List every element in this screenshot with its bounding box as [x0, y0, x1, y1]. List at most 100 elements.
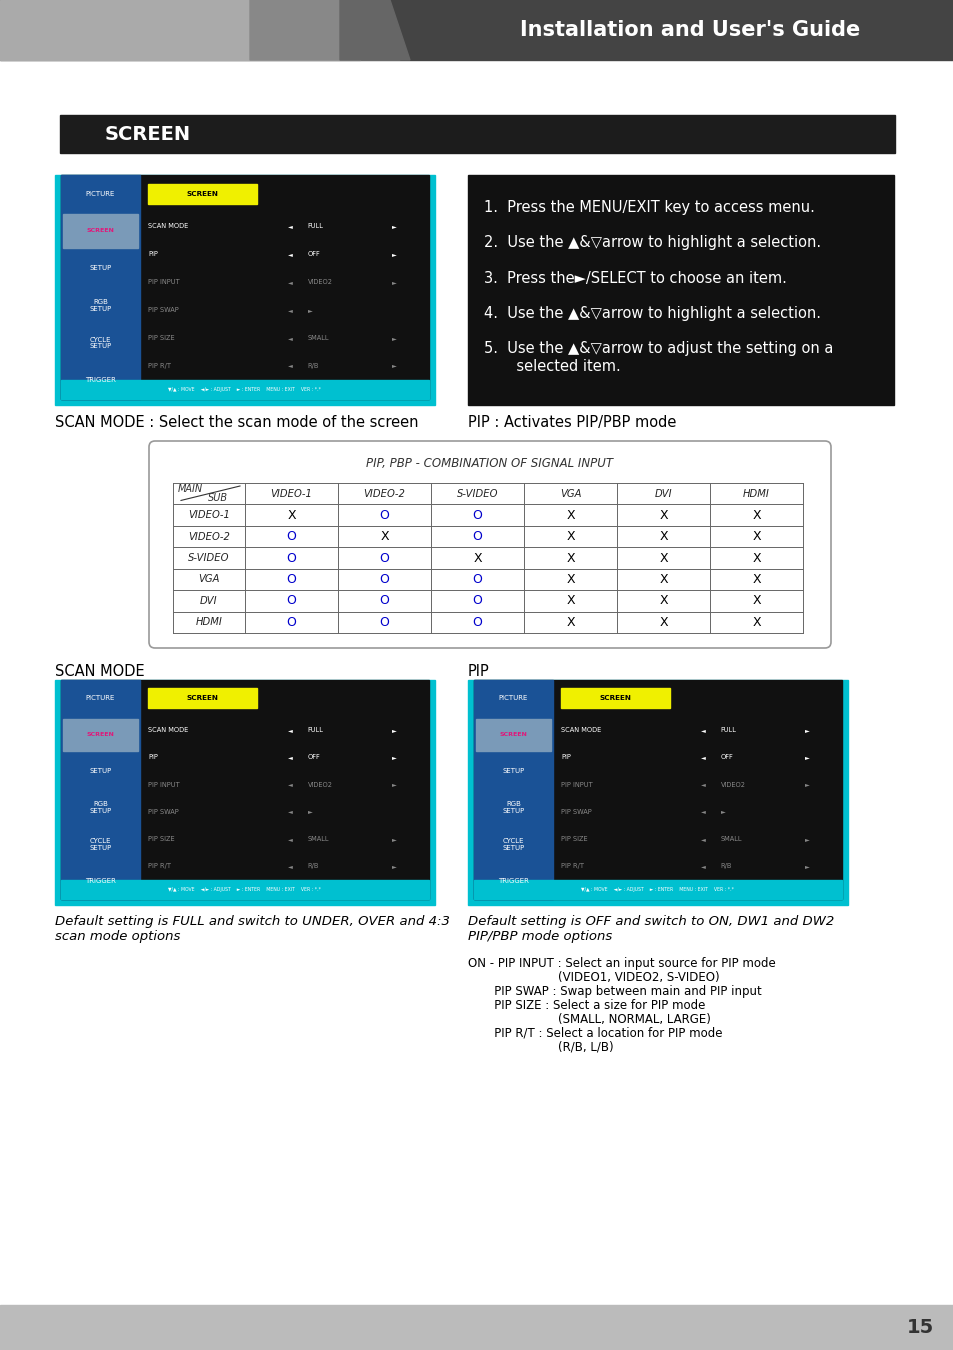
Text: X: X — [565, 531, 575, 543]
Text: ►: ► — [392, 336, 396, 340]
Bar — [0, 0, 953, 59]
Text: PIP INPUT: PIP INPUT — [560, 782, 592, 787]
Text: O: O — [472, 531, 482, 543]
Text: VIDEO2: VIDEO2 — [720, 782, 745, 787]
Text: DVI: DVI — [654, 489, 672, 498]
Text: VIDEO2: VIDEO2 — [307, 279, 333, 285]
Text: ◄: ◄ — [288, 363, 293, 369]
Text: X: X — [565, 552, 575, 564]
Text: SMALL: SMALL — [307, 335, 329, 342]
Text: ▼/▲ : MOVE    ◄/► : ADJUST    ► : ENTER    MENU : EXIT    VER : *.*: ▼/▲ : MOVE ◄/► : ADJUST ► : ENTER MENU :… — [169, 887, 321, 892]
Text: O: O — [286, 531, 296, 543]
Text: ►: ► — [307, 308, 312, 313]
Text: S-VIDEO: S-VIDEO — [456, 489, 497, 498]
Text: 5.  Use the ▲&▽arrow to adjust the setting on a
       selected item.: 5. Use the ▲&▽arrow to adjust the settin… — [483, 342, 833, 374]
Bar — [61, 176, 140, 400]
Text: VIDEO-2: VIDEO-2 — [363, 489, 405, 498]
Text: TRIGGER: TRIGGER — [497, 878, 528, 884]
Polygon shape — [339, 0, 410, 59]
Bar — [468, 680, 847, 904]
Text: VGA: VGA — [198, 575, 219, 585]
Text: FULL: FULL — [720, 728, 736, 733]
Text: 15: 15 — [905, 1318, 933, 1336]
Bar — [60, 115, 894, 153]
Text: (VIDEO1, VIDEO2, S-VIDEO): (VIDEO1, VIDEO2, S-VIDEO) — [468, 971, 719, 984]
Bar — [63, 215, 138, 247]
Text: ►: ► — [720, 810, 724, 814]
Text: O: O — [286, 572, 296, 586]
Bar — [474, 680, 553, 899]
Text: ►: ► — [804, 728, 809, 733]
Text: HDMI: HDMI — [742, 489, 769, 498]
Text: X: X — [751, 616, 760, 629]
Text: CYCLE
SETUP: CYCLE SETUP — [90, 336, 112, 350]
Text: DVI: DVI — [200, 595, 217, 606]
Text: ▼/▲ : MOVE    ◄/► : ADJUST    ► : ENTER    MENU : EXIT    VER : *.*: ▼/▲ : MOVE ◄/► : ADJUST ► : ENTER MENU :… — [169, 387, 321, 392]
Text: VIDEO-1: VIDEO-1 — [271, 489, 313, 498]
Text: TRIGGER: TRIGGER — [85, 378, 116, 383]
Text: ►: ► — [804, 864, 809, 869]
Text: X: X — [380, 531, 389, 543]
Text: O: O — [379, 616, 389, 629]
Text: (SMALL, NORMAL, LARGE): (SMALL, NORMAL, LARGE) — [468, 1012, 710, 1026]
Text: ►: ► — [392, 279, 396, 285]
Text: X: X — [751, 594, 760, 608]
Text: VIDEO2: VIDEO2 — [307, 782, 333, 787]
Bar — [474, 880, 841, 899]
Text: RGB
SETUP: RGB SETUP — [502, 802, 524, 814]
Text: PICTURE: PICTURE — [86, 190, 115, 197]
Text: Default setting is OFF and switch to ON, DW1 and DW2
PIP/PBP mode options: Default setting is OFF and switch to ON,… — [468, 915, 833, 944]
Text: ON - PIP INPUT : Select an input source for PIP mode: ON - PIP INPUT : Select an input source … — [468, 957, 775, 971]
Text: O: O — [472, 509, 482, 521]
Text: CYCLE
SETUP: CYCLE SETUP — [502, 838, 524, 850]
Bar — [560, 688, 669, 709]
Text: VIDEO-1: VIDEO-1 — [188, 510, 230, 520]
Bar — [476, 718, 551, 751]
Text: ◄: ◄ — [700, 755, 705, 760]
Text: SCREEN: SCREEN — [187, 190, 218, 197]
Text: ◄: ◄ — [288, 837, 293, 841]
Text: PIP SIZE: PIP SIZE — [148, 335, 174, 342]
Text: R/B: R/B — [720, 864, 731, 869]
Text: PICTURE: PICTURE — [498, 695, 528, 701]
Text: X: X — [565, 572, 575, 586]
Text: SCREEN: SCREEN — [499, 732, 527, 737]
Text: 2.  Use the ▲&▽arrow to highlight a selection.: 2. Use the ▲&▽arrow to highlight a selec… — [483, 235, 821, 250]
Bar — [148, 688, 256, 709]
Text: ◄: ◄ — [288, 279, 293, 285]
Text: PIP SIZE : Select a size for PIP mode: PIP SIZE : Select a size for PIP mode — [468, 999, 704, 1012]
Bar — [474, 680, 841, 899]
FancyBboxPatch shape — [149, 441, 830, 648]
Text: RGB
SETUP: RGB SETUP — [90, 802, 112, 814]
Text: Default setting is FULL and switch to UNDER, OVER and 4:3
scan mode options: Default setting is FULL and switch to UN… — [55, 915, 450, 944]
Bar — [61, 379, 429, 400]
Text: SCAN MODE: SCAN MODE — [148, 223, 188, 230]
Text: R/B: R/B — [307, 363, 318, 369]
Text: SCAN MODE: SCAN MODE — [560, 728, 600, 733]
Text: PIP SWAP : Swap between main and PIP input: PIP SWAP : Swap between main and PIP inp… — [468, 986, 760, 998]
Text: PIP R/T: PIP R/T — [148, 864, 171, 869]
Text: VGA: VGA — [559, 489, 580, 498]
Text: 3.  Press the►/SELECT to choose an item.: 3. Press the►/SELECT to choose an item. — [483, 270, 786, 286]
Text: VIDEO-2: VIDEO-2 — [188, 532, 230, 541]
Text: ◄: ◄ — [288, 782, 293, 787]
Text: ►: ► — [392, 251, 396, 256]
Text: O: O — [379, 594, 389, 608]
Text: ►: ► — [392, 363, 396, 369]
Text: SCREEN: SCREEN — [598, 695, 631, 701]
Bar — [468, 176, 893, 405]
Text: ◄: ◄ — [288, 728, 293, 733]
Text: O: O — [286, 552, 296, 564]
Text: O: O — [379, 552, 389, 564]
Text: FULL: FULL — [307, 728, 323, 733]
Bar — [61, 880, 429, 899]
Text: (R/B, L/B): (R/B, L/B) — [468, 1041, 613, 1054]
Text: ◄: ◄ — [288, 755, 293, 760]
Text: PICTURE: PICTURE — [86, 695, 115, 701]
Bar — [63, 718, 138, 751]
Text: SCREEN: SCREEN — [87, 732, 114, 737]
Text: ▼/▲ : MOVE    ◄/► : ADJUST    ► : ENTER    MENU : EXIT    VER : *.*: ▼/▲ : MOVE ◄/► : ADJUST ► : ENTER MENU :… — [581, 887, 734, 892]
Text: ►: ► — [392, 755, 396, 760]
Text: SCREEN: SCREEN — [105, 124, 191, 143]
Text: SETUP: SETUP — [90, 768, 112, 775]
